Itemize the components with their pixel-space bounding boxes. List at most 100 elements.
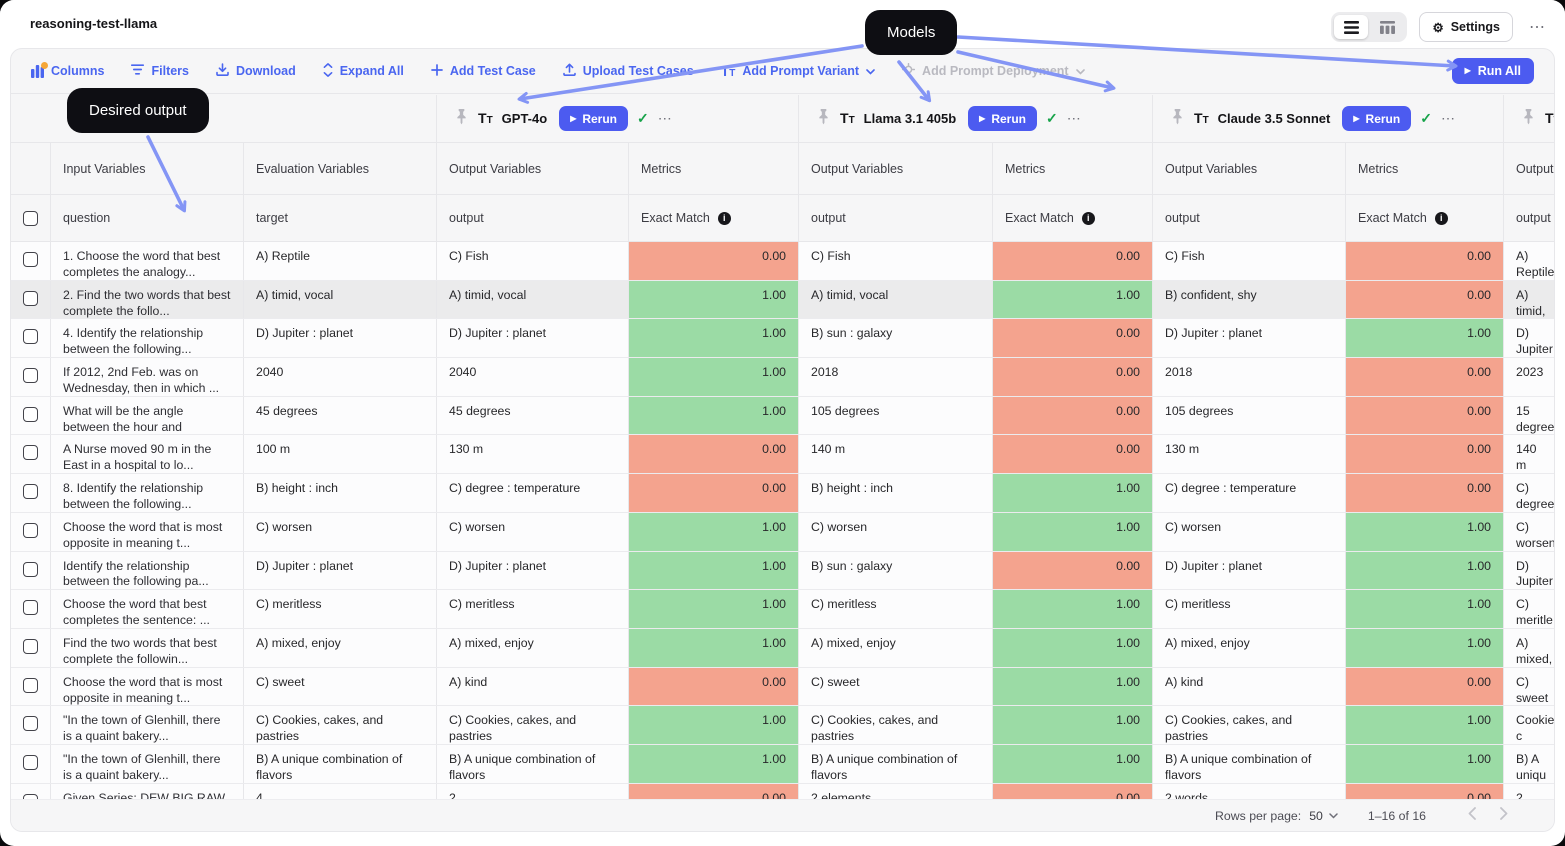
output-cell-gpt4o[interactable]: B) A unique combination of flavors <box>437 744 629 783</box>
add-prompt-deployment-button[interactable]: Add Prompt Deployment <box>901 62 1085 79</box>
output-cell-claude[interactable]: 105 degrees <box>1153 396 1346 435</box>
row-checkbox[interactable] <box>23 368 38 384</box>
output-cell-clipped[interactable]: D) Jupiter <box>1516 558 1553 589</box>
model-more-button[interactable]: ⋯ <box>1440 110 1457 126</box>
question-cell[interactable]: If 2012, 2nd Feb. was on Wednesday, then… <box>51 358 244 396</box>
output-cell-llama[interactable]: 140 m <box>799 435 993 474</box>
info-icon[interactable]: i <box>1434 211 1448 225</box>
add-test-case-button[interactable]: Add Test Case <box>431 63 536 79</box>
row-checkbox[interactable] <box>23 677 38 693</box>
row-checkbox[interactable] <box>23 329 38 345</box>
output-cell-llama[interactable]: C) Fish <box>799 242 993 280</box>
output-cell-clipped[interactable]: A) Reptile <box>1516 249 1554 279</box>
add-prompt-variant-button[interactable]: TT Add Prompt Variant <box>721 64 875 79</box>
row-checkbox[interactable] <box>23 561 38 577</box>
target-cell[interactable]: D) Jupiter : planet <box>244 551 437 590</box>
target-cell[interactable]: B) height : inch <box>244 474 437 512</box>
output-cell-clipped[interactable]: B) A uniqu <box>1516 751 1547 782</box>
output-cell-claude[interactable]: C) worsen <box>1153 512 1346 551</box>
output-cell-clipped[interactable]: Cookies, c <box>1516 713 1554 744</box>
question-cell[interactable]: "In the town of Glenhill, there is a qua… <box>51 744 244 783</box>
output-cell-claude[interactable]: D) Jupiter : planet <box>1153 319 1346 358</box>
output-cell-gpt4o[interactable]: C) Cookies, cakes, and pastries <box>437 706 629 744</box>
output-cell-claude[interactable]: 130 m <box>1153 435 1346 474</box>
rows-per-page-select[interactable]: 50 <box>1309 809 1338 823</box>
row-checkbox[interactable] <box>23 252 38 267</box>
question-cell[interactable]: Find the two words that best complete th… <box>51 628 244 667</box>
target-cell[interactable]: B) A unique combination of flavors <box>244 744 437 783</box>
pin-icon[interactable] <box>1170 108 1185 130</box>
output-cell-claude[interactable]: B) confident, shy <box>1153 280 1346 319</box>
output-cell-llama[interactable]: C) meritless <box>799 590 993 628</box>
question-cell[interactable]: 4. Identify the relationship between the… <box>51 319 244 358</box>
output-cell-gpt4o[interactable]: 2040 <box>437 358 629 396</box>
output-cell-gpt4o[interactable]: A) timid, vocal <box>437 280 629 319</box>
output-cell-clipped[interactable]: C) degree <box>1516 481 1554 512</box>
question-cell[interactable]: Given Series: DEW BIG RAW FAN DOC... <box>51 783 244 801</box>
target-cell[interactable]: 2040 <box>244 358 437 396</box>
output-cell-claude[interactable]: C) Fish <box>1153 242 1346 280</box>
pin-icon[interactable] <box>1521 108 1536 130</box>
question-cell[interactable]: What will be the angle between the hour … <box>51 396 244 435</box>
columns-button[interactable]: Columns <box>31 61 104 78</box>
question-cell[interactable]: Identify the relationship between the fo… <box>51 551 244 590</box>
question-cell[interactable]: 1. Choose the word that best completes t… <box>51 242 244 280</box>
row-checkbox[interactable] <box>23 716 38 732</box>
row-checkbox[interactable] <box>23 522 38 538</box>
output-cell-claude[interactable]: A) mixed, enjoy <box>1153 628 1346 667</box>
target-cell[interactable]: 100 m <box>244 435 437 474</box>
output-cell-gpt4o[interactable]: C) meritless <box>437 590 629 628</box>
output-cell-claude[interactable]: C) Cookies, cakes, and pastries <box>1153 706 1346 744</box>
output-cell-gpt4o[interactable]: 45 degrees <box>437 396 629 435</box>
target-cell[interactable]: 4 <box>244 783 437 801</box>
row-checkbox[interactable] <box>23 600 38 616</box>
output-cell-gpt4o[interactable]: D) Jupiter : planet <box>437 319 629 358</box>
output-cell-claude[interactable]: D) Jupiter : planet <box>1153 551 1346 590</box>
pagination-next-button[interactable] <box>1492 807 1516 824</box>
output-cell-llama[interactable]: 105 degrees <box>799 396 993 435</box>
output-cell-clipped[interactable]: C) sweet <box>1516 674 1549 705</box>
row-checkbox[interactable] <box>23 638 38 654</box>
rerun-button-claude[interactable]: ▶ Rerun <box>1342 106 1412 131</box>
output-cell-claude[interactable]: B) A unique combination of flavors <box>1153 744 1346 783</box>
question-cell[interactable]: "In the town of Glenhill, there is a qua… <box>51 706 244 744</box>
column-view-button[interactable] <box>1370 15 1404 39</box>
question-cell[interactable]: 2. Find the two words that best complete… <box>51 280 244 319</box>
output-cell-llama[interactable]: B) height : inch <box>799 474 993 512</box>
output-cell-claude[interactable]: 2018 <box>1153 358 1346 396</box>
row-checkbox[interactable] <box>23 406 38 422</box>
settings-button[interactable]: ⚙ Settings <box>1419 12 1513 42</box>
info-icon[interactable]: i <box>1081 211 1095 225</box>
output-cell-llama[interactable]: B) A unique combination of flavors <box>799 744 993 783</box>
output-cell-gpt4o[interactable]: A) mixed, enjoy <box>437 628 629 667</box>
select-all-checkbox[interactable] <box>23 210 38 226</box>
target-cell[interactable]: A) Reptile <box>244 242 437 280</box>
output-cell-clipped[interactable]: 2023 <box>1516 365 1544 380</box>
model-more-button[interactable]: ⋯ <box>657 110 674 126</box>
rerun-button-gpt4o[interactable]: ▶ Rerun <box>559 106 629 131</box>
output-cell-gpt4o[interactable]: 130 m <box>437 435 629 474</box>
output-cell-clipped[interactable]: C) worsen <box>1516 519 1554 550</box>
row-checkbox[interactable] <box>23 754 38 770</box>
output-cell-llama[interactable]: B) sun : galaxy <box>799 551 993 590</box>
output-cell-llama[interactable]: A) timid, vocal <box>799 280 993 319</box>
pagination-prev-button[interactable] <box>1460 807 1484 824</box>
output-cell-clipped[interactable]: C) meritle <box>1516 597 1553 628</box>
expand-all-button[interactable]: Expand All <box>323 62 404 80</box>
list-view-button[interactable] <box>1334 15 1369 39</box>
output-cell-llama[interactable]: B) sun : galaxy <box>799 319 993 358</box>
output-cell-gpt4o[interactable]: 2 <box>437 783 629 801</box>
upload-test-cases-button[interactable]: Upload Test Cases <box>562 63 694 79</box>
question-cell[interactable]: Choose the word that is most opposite in… <box>51 667 244 706</box>
row-checkbox[interactable] <box>23 290 38 306</box>
output-cell-clipped[interactable]: A) mixed, <box>1516 635 1553 666</box>
question-cell[interactable]: A Nurse moved 90 m in the East in a hosp… <box>51 435 244 474</box>
pin-icon[interactable] <box>816 108 831 130</box>
run-all-button[interactable]: ▶ Run All <box>1451 58 1534 84</box>
output-cell-llama[interactable]: C) sweet <box>799 667 993 706</box>
output-cell-llama[interactable]: 2 elements <box>799 783 993 801</box>
output-cell-gpt4o[interactable]: A) kind <box>437 667 629 706</box>
target-cell[interactable]: C) sweet <box>244 667 437 706</box>
output-cell-clipped[interactable]: A) timid, v <box>1504 280 1554 319</box>
window-more-button[interactable]: ⋯ <box>1525 17 1551 37</box>
